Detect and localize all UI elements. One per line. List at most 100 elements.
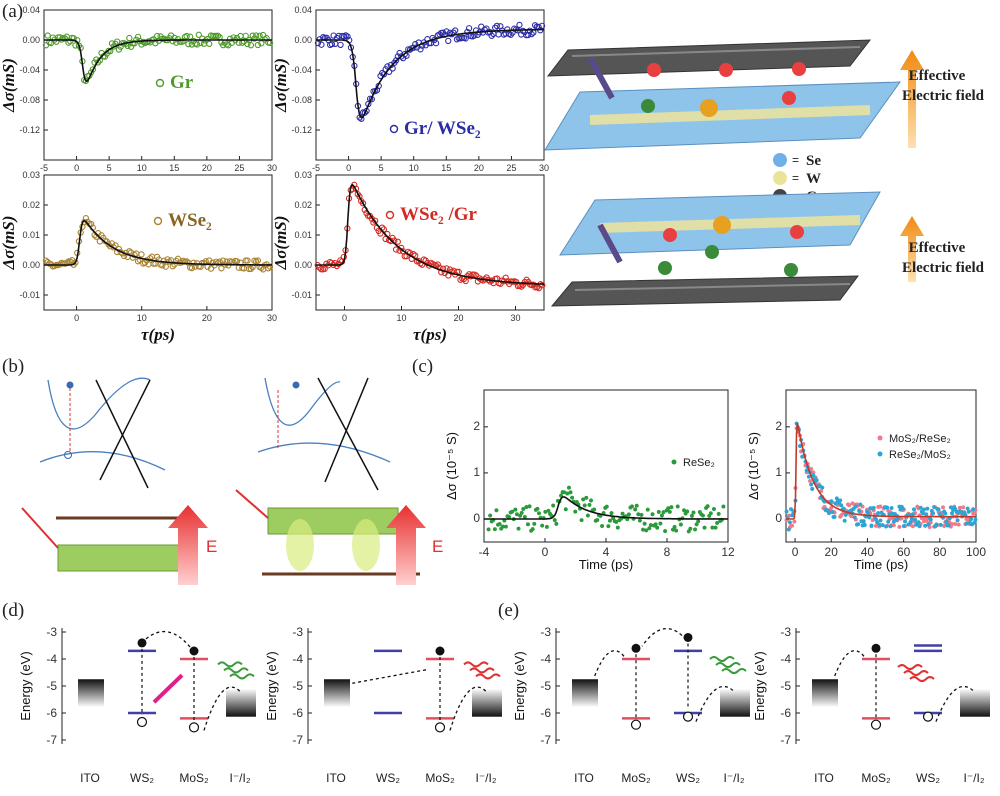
legend-wse2: WSe₂ bbox=[168, 210, 212, 231]
electrolyte-block bbox=[226, 688, 256, 717]
data-point bbox=[492, 527, 497, 532]
y-tick-label: -0.01 bbox=[291, 290, 312, 300]
x-tick-label: 0 bbox=[346, 163, 351, 173]
y-tick-label: 0 bbox=[473, 511, 480, 525]
x-tick-label: 5 bbox=[379, 163, 384, 173]
y-tick-label: 1 bbox=[473, 465, 480, 479]
data-point-rese2-mos2 bbox=[784, 509, 789, 514]
data-point-rese2-mos2 bbox=[856, 522, 861, 527]
data-point bbox=[554, 521, 559, 526]
light-wave-icon bbox=[721, 668, 747, 674]
legend-rese2-mos2: ReSe₂/MoS₂ bbox=[889, 449, 951, 461]
data-point-rese2-mos2 bbox=[909, 516, 914, 521]
data-point-rese2-mos2 bbox=[814, 478, 819, 483]
data-point-rese2-mos2 bbox=[900, 506, 905, 511]
data-point-rese2-mos2 bbox=[930, 511, 936, 516]
data-point-rese2-mos2 bbox=[839, 503, 844, 508]
data-point-rese2-mos2 bbox=[924, 512, 929, 517]
legend-marker bbox=[155, 78, 165, 88]
data-point bbox=[716, 511, 721, 516]
field-label-bottom-1: Effective bbox=[909, 240, 966, 256]
data-point bbox=[708, 511, 713, 516]
data-point bbox=[214, 32, 222, 39]
conduction-band bbox=[47, 377, 151, 430]
y-tick-label: 0.03 bbox=[294, 170, 312, 180]
energy-axis-label: Energy (eV) bbox=[512, 651, 527, 720]
data-point bbox=[494, 508, 499, 513]
data-point-rese2-mos2 bbox=[869, 523, 874, 528]
x-tick-label: 60 bbox=[897, 545, 911, 559]
energy-tick-label: -7 bbox=[780, 733, 791, 747]
data-point-rese2-mos2 bbox=[877, 522, 882, 527]
data-point bbox=[462, 35, 469, 42]
y-tick-label: 0.02 bbox=[22, 200, 40, 210]
data-point bbox=[429, 34, 436, 42]
material-label: I⁻/I₂ bbox=[724, 771, 745, 785]
data-point bbox=[581, 497, 586, 502]
data-point bbox=[615, 525, 620, 530]
data-point bbox=[516, 21, 523, 29]
data-point bbox=[672, 524, 677, 529]
data-point bbox=[566, 485, 572, 490]
electron-icon bbox=[189, 646, 199, 656]
data-point bbox=[82, 215, 90, 222]
energy-diagram-e1: -3 -4 -5 -6 -7 Energy (eV) ITO MoS₂ WS₂ I⁻/I₂ bbox=[512, 625, 750, 785]
data-point-rese2-mos2 bbox=[926, 522, 931, 527]
data-point bbox=[713, 525, 718, 530]
plot-frame bbox=[785, 389, 977, 543]
light-wave-icon bbox=[709, 656, 735, 662]
data-point bbox=[669, 505, 674, 510]
data-point bbox=[582, 503, 587, 508]
data-point-rese2-mos2 bbox=[916, 520, 921, 525]
data-point-mos2-rese2 bbox=[790, 523, 795, 528]
y-axis-label: Δσ(mS) bbox=[271, 216, 290, 271]
fit-curve bbox=[44, 39, 272, 83]
hole-icon bbox=[719, 63, 733, 77]
data-point bbox=[691, 510, 696, 515]
x-tick-label: -5 bbox=[312, 163, 320, 173]
x-tick-label: 10 bbox=[137, 163, 147, 173]
field-arrow-right bbox=[386, 505, 426, 585]
data-point bbox=[634, 503, 639, 508]
dirac-cone bbox=[95, 379, 149, 489]
energy-axis-label: Energy (eV) bbox=[18, 651, 33, 720]
hole-icon bbox=[136, 716, 148, 728]
energy-tick-label: -5 bbox=[780, 679, 791, 693]
data-point bbox=[488, 32, 495, 39]
data-point bbox=[188, 264, 196, 272]
data-point bbox=[465, 25, 473, 32]
data-point bbox=[689, 513, 694, 518]
data-point bbox=[183, 32, 190, 40]
data-point bbox=[193, 41, 201, 48]
fit-curve bbox=[786, 422, 976, 520]
hole-icon bbox=[790, 225, 804, 239]
data-point-rese2-mos2 bbox=[932, 504, 937, 510]
data-point bbox=[252, 32, 260, 39]
material-label: I⁻/I₂ bbox=[476, 771, 497, 785]
data-point-rese2-mos2 bbox=[861, 519, 866, 524]
data-point bbox=[626, 512, 631, 517]
data-point-rese2-mos2 bbox=[949, 511, 955, 516]
electron-icon bbox=[705, 245, 719, 259]
electron-icon bbox=[641, 99, 655, 113]
e-field-label: E bbox=[432, 537, 443, 556]
charge-transfer-highlight bbox=[286, 519, 314, 571]
data-point-mos2-rese2 bbox=[891, 523, 896, 528]
data-point-mos2-rese2 bbox=[940, 505, 946, 510]
hole-icon bbox=[792, 62, 806, 76]
data-point bbox=[497, 521, 502, 527]
y-tick-label: 1 bbox=[775, 465, 782, 479]
data-point bbox=[486, 527, 491, 532]
energy-axis-label: Energy (eV) bbox=[752, 651, 767, 720]
data-point-rese2-mos2 bbox=[832, 514, 837, 519]
data-point bbox=[61, 35, 69, 42]
transfer-arrow bbox=[593, 650, 625, 679]
data-point-rese2-mos2 bbox=[920, 511, 925, 516]
x-tick-label: 100 bbox=[966, 545, 986, 559]
data-point bbox=[525, 522, 531, 527]
valence-band bbox=[257, 442, 391, 463]
legend-gr: Gr bbox=[170, 72, 194, 93]
graphene-layer-bottom bbox=[550, 275, 860, 307]
data-point bbox=[659, 513, 665, 518]
light-wave-icon bbox=[223, 667, 249, 674]
